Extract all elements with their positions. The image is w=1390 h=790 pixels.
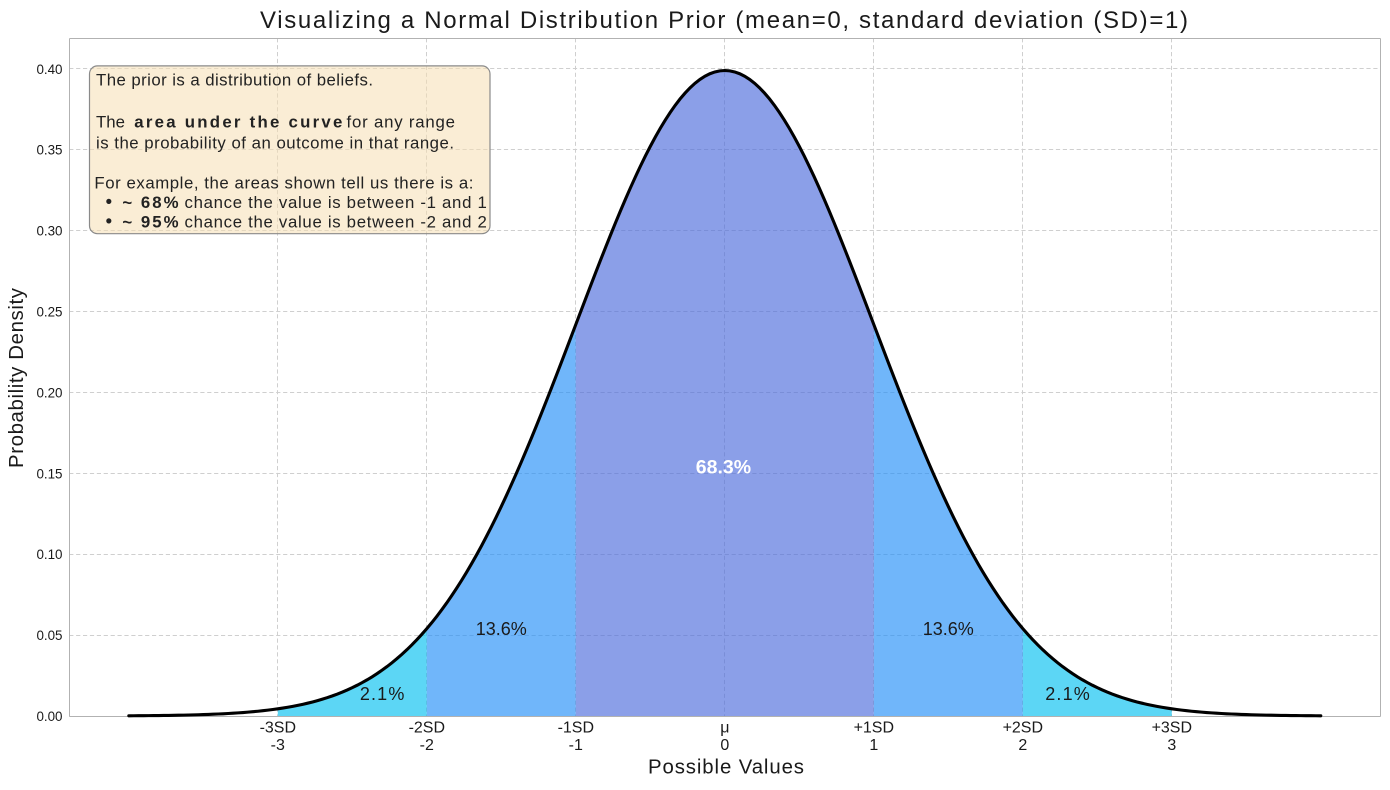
svg-text:chance the value is between -1: chance the value is between -1 and 1 [185, 193, 487, 212]
svg-text:2.1%: 2.1% [1045, 684, 1090, 704]
svg-text:Possible Values: Possible Values [648, 756, 804, 778]
svg-text:For example, the areas shown t: For example, the areas shown tell us the… [94, 173, 473, 192]
svg-text:0.30: 0.30 [36, 224, 62, 239]
svg-text:0.05: 0.05 [36, 628, 62, 643]
svg-text:13.6%: 13.6% [923, 619, 974, 639]
svg-text:•: • [106, 212, 113, 233]
svg-text:0.10: 0.10 [36, 547, 62, 562]
svg-text:0.35: 0.35 [36, 143, 62, 158]
svg-text:68.3%: 68.3% [696, 456, 751, 478]
svg-text:-2SD: -2SD [409, 720, 445, 737]
svg-text:chance the value is between -2: chance the value is between -2 and 2 [185, 213, 487, 232]
svg-text:13.6%: 13.6% [476, 619, 527, 639]
svg-text:0.20: 0.20 [36, 385, 62, 400]
svg-text:μ: μ [720, 720, 729, 737]
svg-text:0.00: 0.00 [36, 709, 62, 724]
svg-text:The prior is a distribution of: The prior is a distribution of beliefs. [96, 70, 373, 89]
svg-text:+2SD: +2SD [1003, 720, 1043, 737]
svg-text:+1SD: +1SD [854, 720, 894, 737]
svg-text:-1SD: -1SD [558, 720, 594, 737]
svg-text:0.25: 0.25 [36, 305, 62, 320]
svg-text:area under the curve: area under the curve [134, 113, 342, 132]
svg-text:-2: -2 [420, 737, 434, 754]
svg-text:0.40: 0.40 [36, 62, 62, 77]
svg-text:The: The [96, 113, 125, 132]
svg-text:is the probability of an outco: is the probability of an outcome in that… [96, 133, 454, 152]
svg-text:-1: -1 [569, 737, 583, 754]
svg-text:1: 1 [869, 737, 878, 754]
svg-text:for any range: for any range [347, 113, 456, 132]
svg-text:0: 0 [720, 737, 729, 754]
svg-text:2.1%: 2.1% [360, 684, 405, 704]
svg-text:Probability Density: Probability Density [6, 287, 28, 468]
svg-text:2: 2 [1018, 737, 1027, 754]
svg-text:•: • [106, 192, 113, 213]
svg-text:0.15: 0.15 [36, 466, 62, 481]
svg-text:Visualizing a Normal Distribut: Visualizing a Normal Distribution Prior … [260, 7, 1188, 34]
svg-text:-3SD: -3SD [260, 720, 296, 737]
svg-text:+3SD: +3SD [1152, 720, 1192, 737]
svg-text:3: 3 [1167, 737, 1176, 754]
svg-text:-3: -3 [271, 737, 285, 754]
